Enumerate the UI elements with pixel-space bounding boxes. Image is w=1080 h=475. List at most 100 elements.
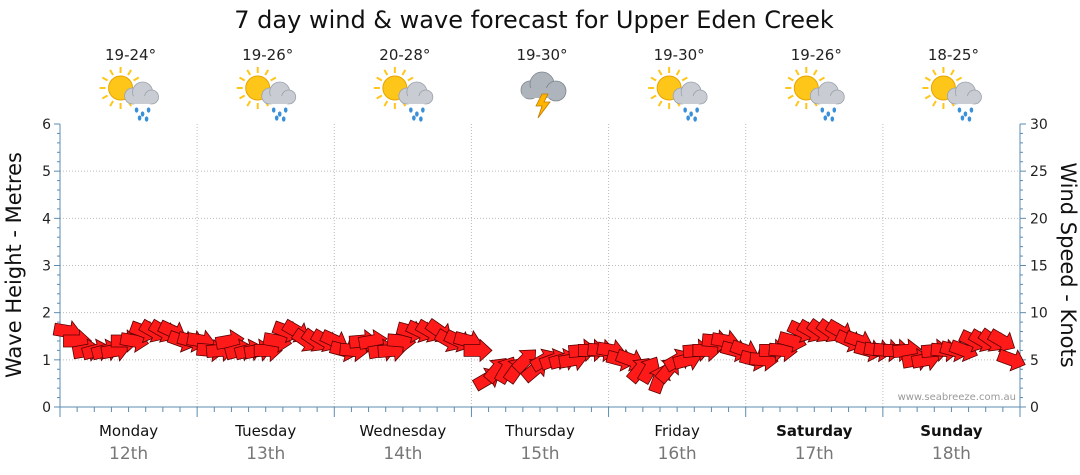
- chart-axes: 0 1 2 3 4 5 6 0 5 10 15 20 25 30: [42, 117, 1048, 417]
- rain-drop: [419, 116, 423, 122]
- sun-ray: [787, 94, 794, 100]
- rain-drop: [683, 107, 687, 113]
- sun-ray: [383, 100, 389, 107]
- day-label: Friday: [654, 422, 700, 440]
- sun-ray: [239, 76, 246, 82]
- rain-drop: [967, 116, 972, 122]
- rain-drop: [146, 107, 151, 113]
- left-tick-label: 0: [42, 400, 51, 416]
- sun-ray: [383, 69, 389, 76]
- cloud-shape: [809, 81, 845, 105]
- sun-ray: [239, 94, 246, 100]
- sun-ray: [924, 94, 931, 100]
- wind-arrow: [986, 328, 1016, 353]
- cloud-base: [522, 88, 564, 98]
- sun-ray: [650, 94, 657, 100]
- rain-drop: [421, 107, 425, 113]
- rain-drop: [960, 115, 965, 121]
- left-axis-title: Wave Height - Metres: [2, 152, 26, 378]
- rain-drops: [820, 107, 837, 122]
- temperature-range: 19-26°: [242, 46, 293, 64]
- right-tick-label: 25: [1030, 164, 1048, 180]
- left-tick-label: 2: [42, 306, 51, 322]
- cloud-shape: [947, 81, 982, 105]
- right-tick-label: 0: [1030, 400, 1039, 416]
- left-tick-label: 1: [42, 353, 51, 369]
- sun-cloud-showers-icon: [373, 67, 434, 122]
- sun-ray: [812, 69, 818, 76]
- rain-drop: [137, 115, 142, 121]
- rain-drop: [412, 115, 416, 121]
- sun-ray: [650, 76, 657, 82]
- rain-drops: [271, 107, 288, 122]
- sun-ray: [818, 76, 825, 82]
- rain-drop: [689, 111, 693, 117]
- rain-drop: [963, 111, 968, 117]
- sun-ray: [794, 69, 800, 76]
- right-tick-label: 20: [1030, 211, 1048, 227]
- sun-ray: [109, 69, 114, 76]
- sun-cloud-showers-icon: [922, 67, 982, 122]
- rain-drops: [409, 107, 425, 122]
- rain-drops: [957, 107, 974, 122]
- sun-ray: [133, 76, 140, 82]
- rain-drop: [144, 116, 149, 122]
- sun-ray: [246, 69, 252, 76]
- sun-ray: [924, 76, 931, 82]
- rain-drop: [823, 115, 828, 121]
- rain-drop: [693, 116, 697, 122]
- lightning-bolt: [535, 93, 551, 119]
- temperature-range: 20-28°: [379, 46, 430, 64]
- right-tick-label: 30: [1030, 117, 1048, 133]
- rain-drop: [140, 111, 145, 117]
- sun-ray: [950, 69, 955, 76]
- wind-arrow: [463, 338, 493, 363]
- wind-arrow-shape: [996, 348, 1026, 372]
- sun-ray: [407, 76, 414, 82]
- sun-cloud-showers-icon: [648, 67, 708, 122]
- day-label: Tuesday: [234, 422, 296, 440]
- wind-arrow-shape: [463, 338, 493, 363]
- rain-drop: [957, 107, 962, 113]
- sun-cloud-showers-icon: [236, 67, 297, 122]
- left-tick-label: 3: [42, 259, 51, 275]
- wind-arrow: [996, 348, 1026, 372]
- sun-ray: [657, 69, 663, 76]
- cloud-base: [953, 96, 977, 104]
- temperature-range: 18-25°: [928, 46, 979, 64]
- cloud-base: [679, 96, 703, 104]
- rain-drop: [277, 111, 282, 117]
- date-label: 16th: [658, 444, 697, 464]
- chart-grid: [60, 124, 1020, 407]
- left-tick-label: 5: [42, 164, 51, 180]
- cloud-base: [816, 96, 840, 104]
- left-tick-label: 6: [42, 117, 51, 133]
- sun-ray: [675, 69, 681, 76]
- storm-cloud-shape: [520, 71, 567, 102]
- right-tick-label: 15: [1030, 259, 1048, 275]
- sun-ray: [109, 100, 114, 107]
- sun-ray: [376, 76, 383, 82]
- date-label: 18th: [932, 444, 971, 464]
- temperature-range: 19-26°: [791, 46, 842, 64]
- cloud-shape: [261, 81, 297, 105]
- sun-ray: [932, 69, 937, 76]
- wind-arrow-series: [52, 317, 1026, 395]
- sun-ray: [101, 76, 109, 82]
- sun-ray: [657, 100, 663, 107]
- sun-ray: [101, 94, 109, 100]
- rain-drop: [686, 115, 690, 121]
- day-label: Thursday: [504, 422, 575, 440]
- day-label: Monday: [99, 422, 158, 440]
- rain-drop: [271, 107, 276, 113]
- cloud-base: [130, 96, 154, 104]
- date-label: 14th: [383, 444, 422, 464]
- rain-drop: [281, 116, 286, 122]
- rain-drop: [820, 107, 825, 113]
- sun-ray: [681, 76, 688, 82]
- cloud-base: [267, 96, 291, 104]
- sun-cloud-showers-icon: [99, 67, 159, 122]
- storm-cloud-icon: [520, 71, 567, 119]
- rain-drop: [274, 115, 279, 121]
